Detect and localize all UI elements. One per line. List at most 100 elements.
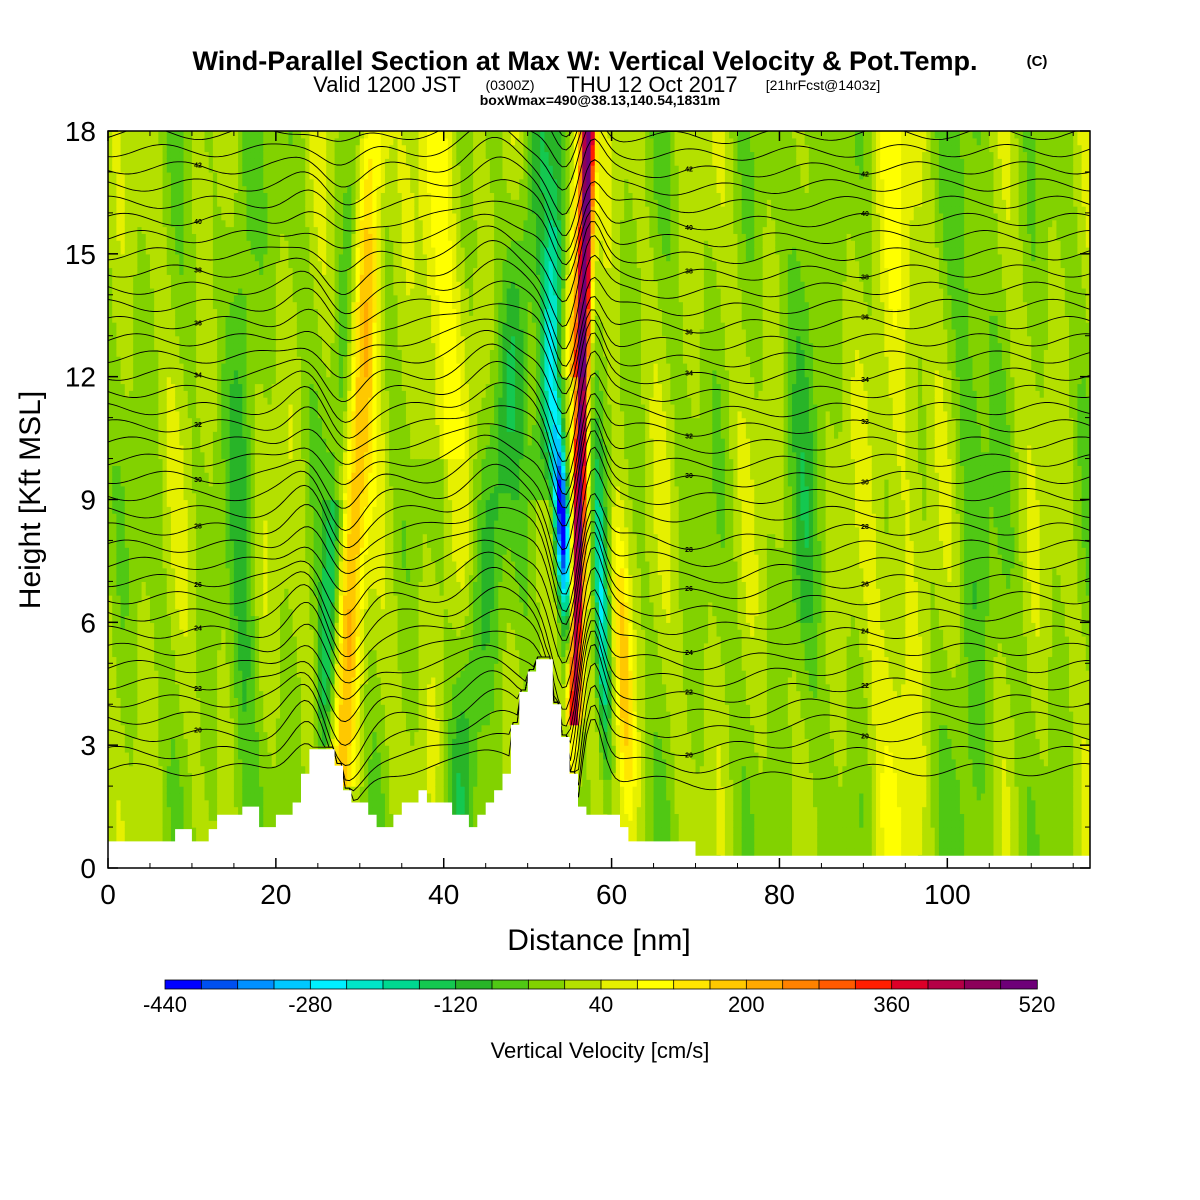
- velocity-cell: [149, 383, 155, 391]
- velocity-cell: [128, 629, 134, 637]
- velocity-cell: [250, 629, 256, 637]
- velocity-cell: [108, 479, 113, 487]
- velocity-cell: [280, 724, 285, 733]
- velocity-cell: [200, 315, 206, 323]
- velocity-cell: [288, 656, 294, 664]
- velocity-cell: [204, 649, 210, 658]
- velocity-cell: [254, 479, 260, 487]
- velocity-cell: [238, 581, 243, 589]
- velocity-cell: [149, 492, 155, 501]
- velocity-cell: [137, 165, 143, 173]
- velocity-cell: [229, 656, 235, 664]
- velocity-cell: [145, 315, 151, 323]
- velocity-cell: [263, 615, 269, 623]
- velocity-cell: [238, 410, 243, 419]
- velocity-cell: [124, 479, 130, 487]
- velocity-cell: [191, 301, 197, 310]
- velocity-cell: [229, 526, 235, 535]
- velocity-cell: [208, 506, 214, 514]
- velocity-cell: [196, 690, 201, 698]
- velocity-cell: [149, 574, 155, 582]
- velocity-cell: [191, 731, 197, 739]
- velocity-cell: [162, 663, 168, 671]
- velocity-cell: [217, 629, 222, 637]
- velocity-cell: [154, 711, 159, 719]
- velocity-cell: [301, 751, 306, 760]
- velocity-cell: [196, 765, 201, 774]
- velocity-cell: [112, 397, 117, 405]
- velocity-cell: [145, 151, 151, 159]
- velocity-cell: [208, 397, 214, 405]
- velocity-cell: [120, 567, 126, 576]
- velocity-cell: [133, 540, 138, 548]
- velocity-cell: [212, 417, 218, 426]
- velocity-cell: [259, 274, 264, 282]
- velocity-cell: [280, 676, 285, 685]
- velocity-cell: [233, 451, 239, 460]
- velocity-cell: [212, 472, 218, 480]
- velocity-cell: [225, 465, 231, 473]
- velocity-cell: [183, 786, 189, 794]
- velocity-cell: [128, 683, 134, 692]
- velocity-cell: [263, 444, 269, 453]
- velocity-cell: [229, 485, 235, 494]
- velocity-cell: [108, 560, 113, 569]
- velocity-cell: [179, 178, 185, 187]
- velocity-cell: [120, 458, 126, 466]
- velocity-cell: [263, 799, 269, 808]
- velocity-cell: [112, 417, 117, 426]
- velocity-cell: [196, 588, 201, 596]
- velocity-cell: [133, 629, 138, 637]
- velocity-cell: [284, 499, 290, 507]
- velocity-cell: [225, 274, 231, 282]
- velocity-cell: [254, 335, 260, 344]
- velocity-cell: [154, 397, 159, 405]
- velocity-cell: [158, 540, 164, 548]
- velocity-cell: [208, 608, 214, 617]
- velocity-cell: [208, 294, 214, 303]
- velocity-cell: [175, 670, 180, 678]
- velocity-cell: [116, 690, 122, 698]
- velocity-cell: [288, 485, 294, 494]
- velocity-cell: [179, 779, 185, 787]
- velocity-cell: [141, 724, 147, 733]
- velocity-cell: [108, 294, 113, 303]
- velocity-cell: [288, 267, 294, 275]
- velocity-cell: [124, 144, 130, 153]
- velocity-cell: [158, 247, 164, 255]
- velocity-cell: [179, 431, 185, 439]
- velocity-cell: [200, 786, 206, 794]
- velocity-cell: [208, 820, 214, 828]
- velocity-cell: [116, 322, 122, 330]
- velocity-cell: [208, 349, 214, 357]
- velocity-cell: [175, 765, 180, 774]
- velocity-cell: [271, 458, 277, 466]
- velocity-cell: [149, 185, 155, 194]
- velocity-cell: [208, 287, 214, 296]
- velocity-cell: [229, 560, 235, 569]
- velocity-cell: [238, 233, 243, 241]
- velocity-cell: [112, 799, 117, 808]
- velocity-cell: [246, 581, 252, 589]
- velocity-cell: [233, 656, 239, 664]
- velocity-cell: [158, 608, 164, 617]
- velocity-cell: [267, 219, 273, 228]
- velocity-cell: [242, 144, 248, 153]
- velocity-cell: [284, 724, 290, 733]
- velocity-cell: [170, 547, 176, 555]
- velocity-cell: [208, 676, 214, 685]
- velocity-cell: [254, 779, 260, 787]
- velocity-cell: [263, 356, 269, 364]
- velocity-cell: [233, 335, 239, 344]
- velocity-cell: [191, 690, 197, 698]
- velocity-cell: [108, 274, 113, 282]
- velocity-cell: [280, 158, 285, 166]
- velocity-cell: [233, 540, 239, 548]
- velocity-cell: [124, 342, 130, 350]
- velocity-cell: [162, 711, 168, 719]
- velocity-cell: [149, 247, 155, 255]
- velocity-cell: [128, 806, 134, 814]
- velocity-cell: [217, 185, 222, 194]
- velocity-cell: [187, 383, 193, 391]
- velocity-cell: [112, 820, 117, 828]
